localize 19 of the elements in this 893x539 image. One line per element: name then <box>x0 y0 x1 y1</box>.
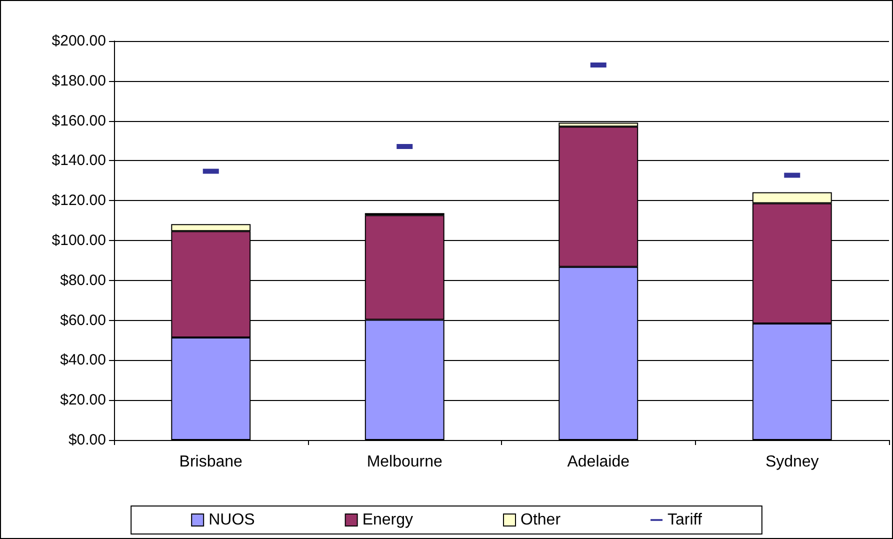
y-tick-label: $180.00 <box>52 72 106 90</box>
legend-label: Tariff <box>668 512 702 528</box>
y-tick-label: $80.00 <box>60 272 106 289</box>
y-tick-label: $200.00 <box>52 32 106 50</box>
y-tick-label: $60.00 <box>60 312 106 329</box>
y-tick-label: $20.00 <box>60 392 106 409</box>
y-tick-label: $100.00 <box>52 232 106 249</box>
legend-label: NUOS <box>208 512 255 528</box>
y-tick-label: $160.00 <box>52 112 106 130</box>
x-tick-label: Sydney <box>765 454 819 470</box>
legend-label: Energy <box>362 512 414 528</box>
y-tick-label: $0.00 <box>68 432 106 448</box>
x-tick-label: Brisbane <box>179 454 243 470</box>
legend-label: Other <box>520 512 562 528</box>
x-tick-label: Adelaide <box>567 454 630 470</box>
y-tick-label: $120.00 <box>52 192 106 210</box>
x-tick-label: Melbourne <box>366 454 443 470</box>
y-tick-label: $40.00 <box>60 352 106 369</box>
y-tick-label: $140.00 <box>52 152 106 170</box>
